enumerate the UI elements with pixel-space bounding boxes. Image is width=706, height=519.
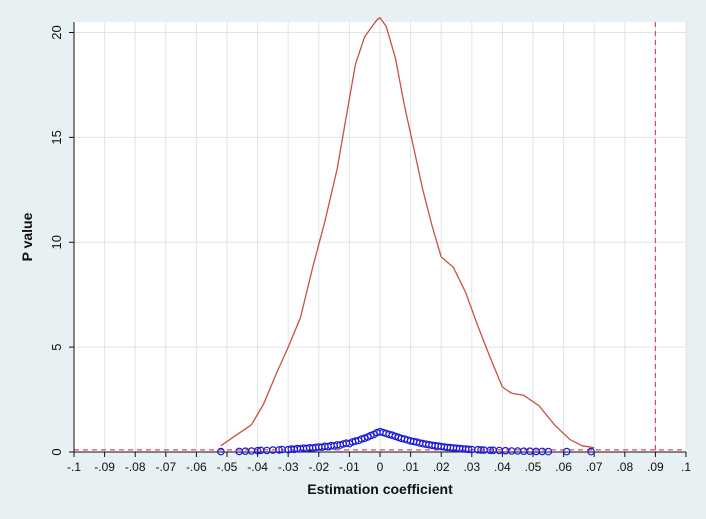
x-tick-label: -.09 xyxy=(94,460,115,474)
scatter-point xyxy=(275,446,283,454)
scatter-point xyxy=(562,447,571,456)
x-tick-label: .07 xyxy=(586,460,603,474)
x-tick-label: -.05 xyxy=(217,460,238,474)
x-tick-label: .06 xyxy=(555,460,572,474)
scatter-point xyxy=(253,446,262,455)
x-ticks: -.1 -.09 -.08 -.07 -.06 -.05 -.04 -.03 -.02 -.01 0… xyxy=(67,452,691,474)
x-tick-label: -.04 xyxy=(247,460,268,474)
x-axis-label: Estimation coefficient xyxy=(307,481,453,497)
y-tick-label: 0 xyxy=(49,448,64,455)
x-tick-label: 0 xyxy=(377,460,384,474)
scatter-point xyxy=(486,446,495,455)
x-tick-label: .09 xyxy=(647,460,664,474)
x-tick-label: .02 xyxy=(433,460,450,474)
x-tick-label: -.03 xyxy=(278,460,299,474)
density-curve xyxy=(220,16,595,449)
y-tick-label: 20 xyxy=(49,25,64,39)
x-tick-label: .01 xyxy=(402,460,419,474)
x-tick-label: .08 xyxy=(616,460,633,474)
reference-lines xyxy=(74,22,686,452)
x-tick-label: .04 xyxy=(494,460,511,474)
x-tick-label: .03 xyxy=(463,460,480,474)
x-tick-label: .1 xyxy=(681,460,691,474)
x-tick-label: -.08 xyxy=(125,460,146,474)
x-tick-label: -.1 xyxy=(67,460,81,474)
scatter-point xyxy=(477,446,485,454)
scatter-point xyxy=(544,447,553,456)
x-tick-label: -.07 xyxy=(155,460,176,474)
y-ticks: 0 5 10 15 20 xyxy=(49,25,74,456)
y-tick-label: 10 xyxy=(49,235,64,249)
grid-layer xyxy=(73,22,687,453)
y-tick-label: 15 xyxy=(49,130,64,144)
x-tick-label: -.02 xyxy=(308,460,329,474)
y-axis-label: P value xyxy=(19,212,35,261)
x-tick-label: .05 xyxy=(525,460,542,474)
scatter-point xyxy=(587,447,595,456)
scatter-point xyxy=(464,445,473,454)
y-tick-label: 5 xyxy=(49,344,64,351)
scatter-point xyxy=(217,447,225,456)
x-tick-label: -.01 xyxy=(339,460,360,474)
x-tick-label: -.06 xyxy=(186,460,207,474)
series-layer xyxy=(217,16,595,456)
